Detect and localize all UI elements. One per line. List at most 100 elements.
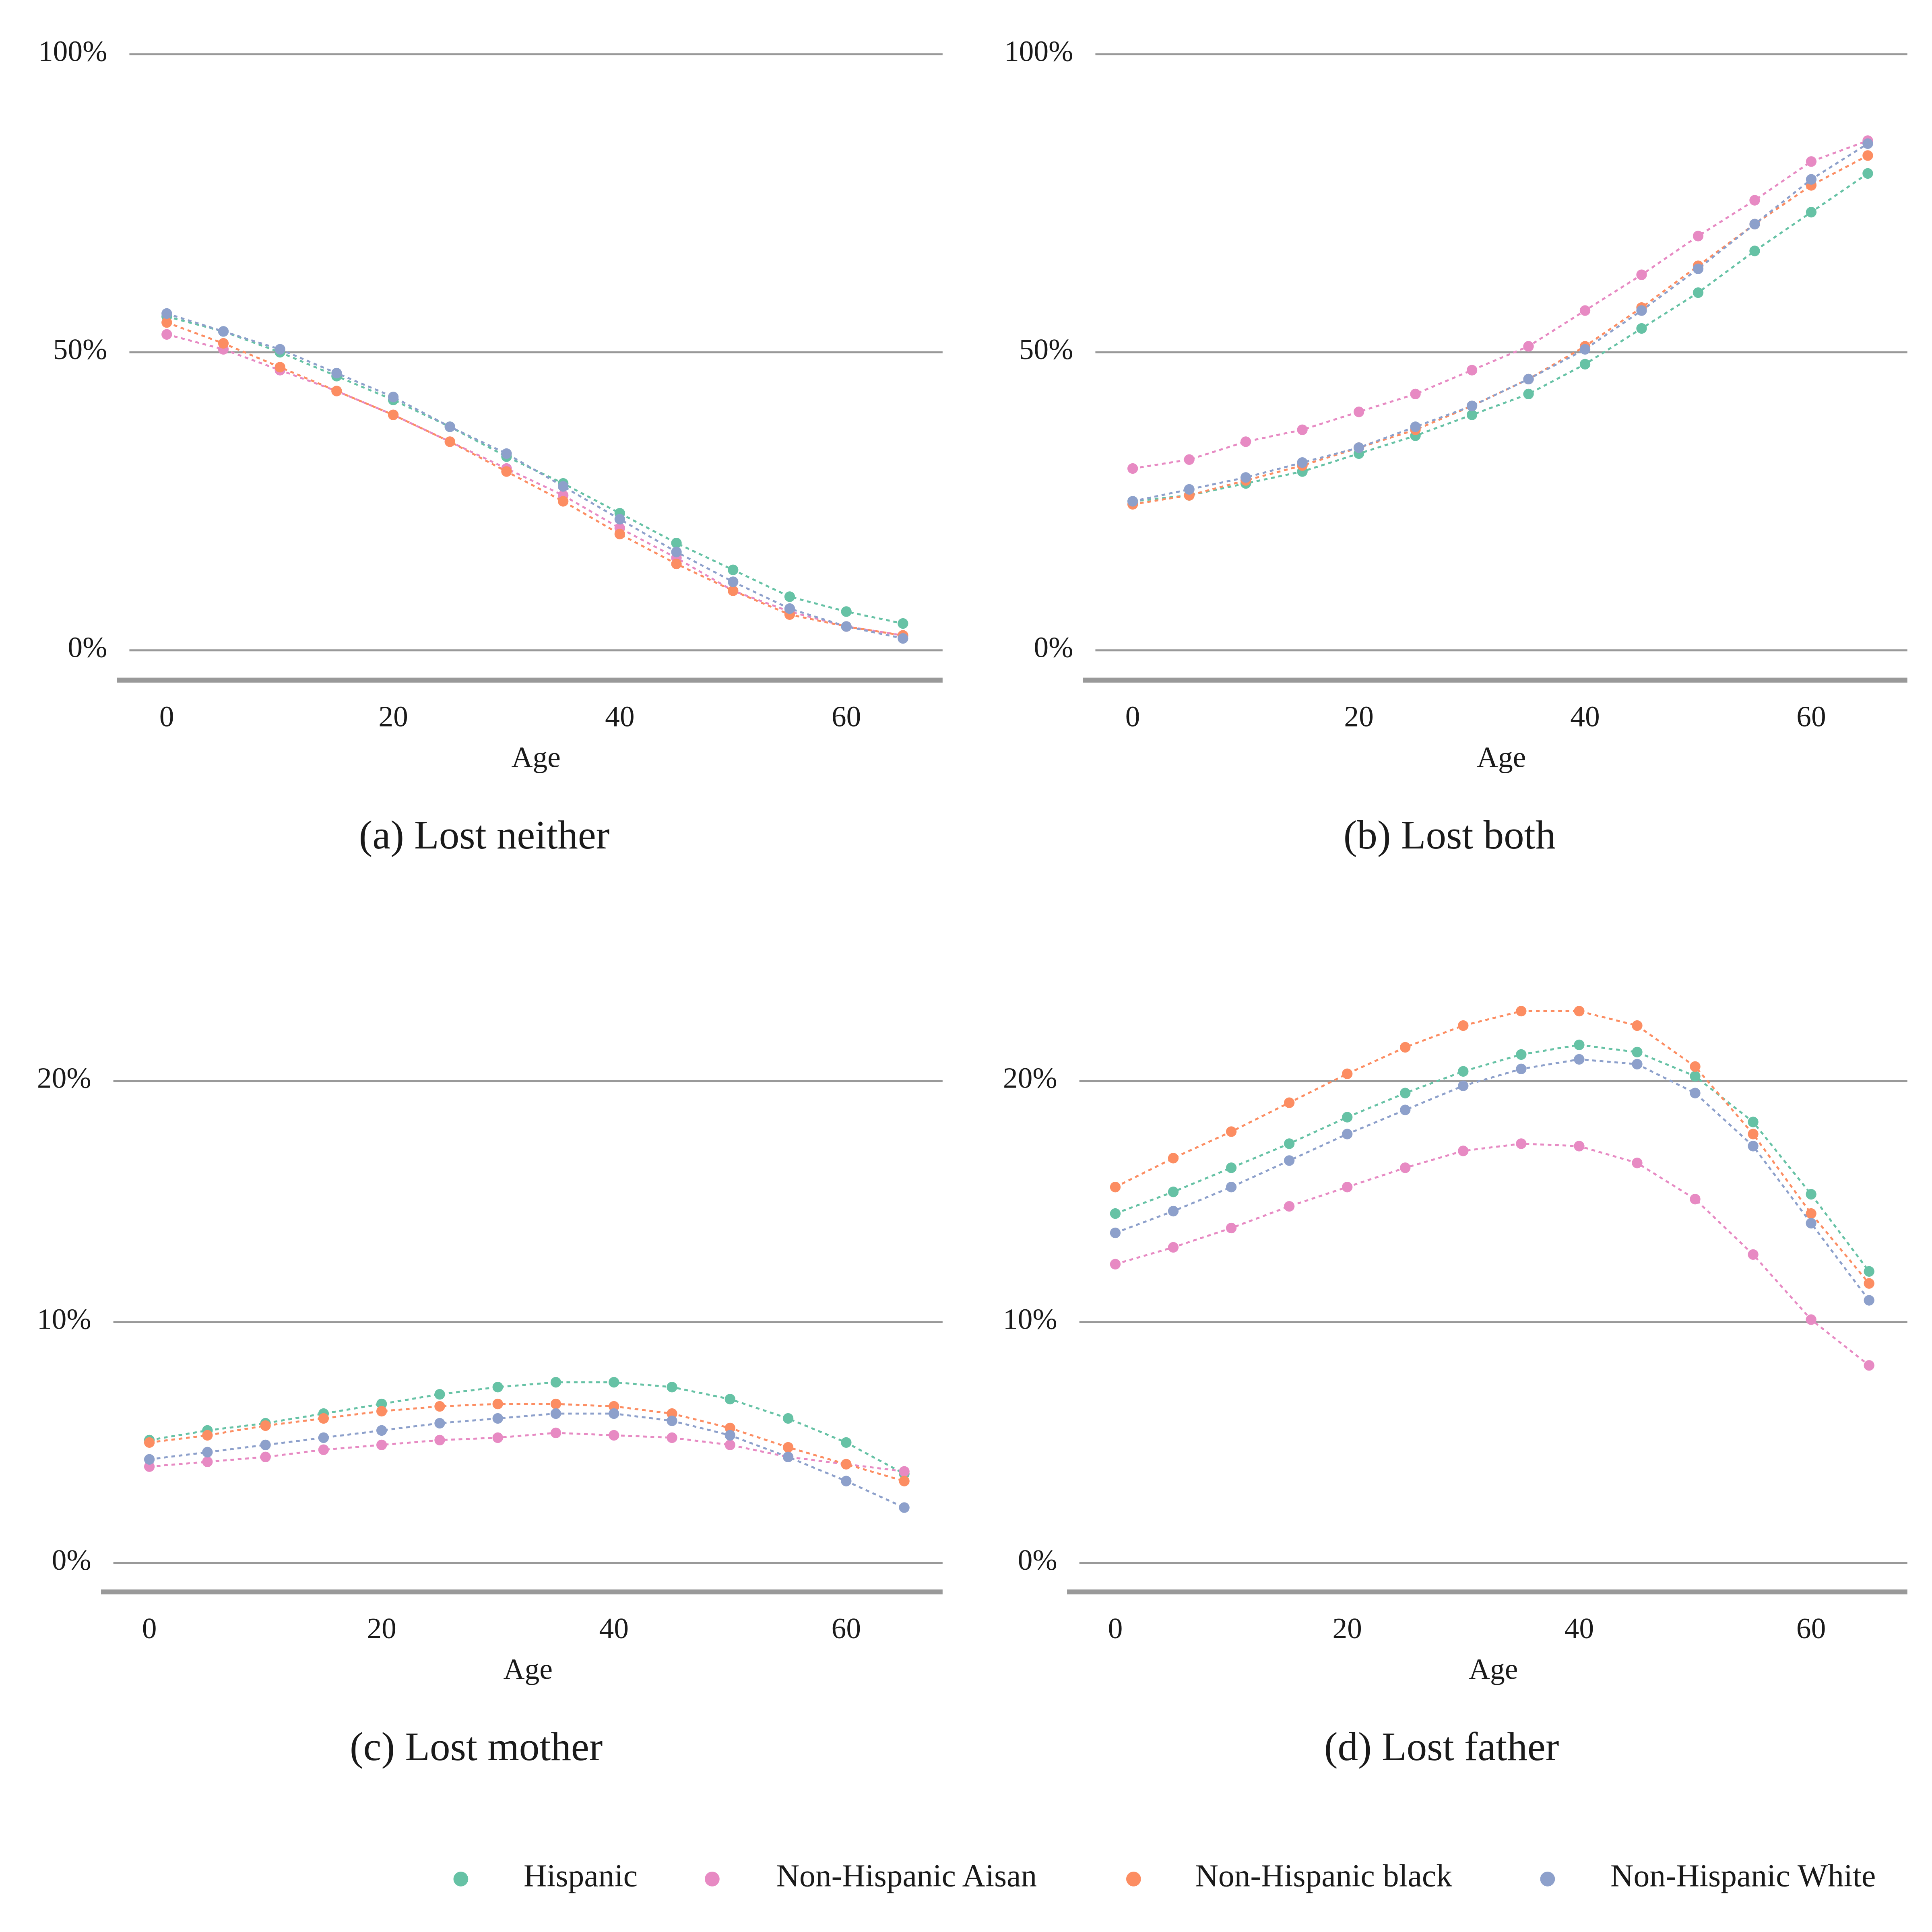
- data-point: [899, 1476, 910, 1486]
- data-point: [728, 576, 739, 587]
- data-point: [1579, 344, 1591, 355]
- data-point: [1284, 1138, 1295, 1149]
- trend-line: [1115, 1058, 1870, 1301]
- x-tick-label: 20: [378, 700, 408, 733]
- data-point: [1806, 1218, 1816, 1229]
- data-point: [318, 1413, 329, 1424]
- data-point: [1110, 1227, 1121, 1238]
- x-tick-label: 40: [605, 700, 634, 733]
- data-point: [1226, 1162, 1237, 1173]
- chart-caption: (c) Lost mother: [350, 1724, 603, 1769]
- data-point: [784, 603, 795, 614]
- legend-marker: [1126, 1872, 1141, 1887]
- data-point: [1168, 1205, 1179, 1217]
- data-point: [899, 1466, 910, 1477]
- data-point: [782, 1451, 794, 1462]
- data-point: [1458, 1066, 1469, 1077]
- data-point: [376, 1406, 387, 1417]
- trend-line: [1132, 172, 1868, 502]
- data-point: [161, 317, 172, 328]
- data-point: [609, 1377, 619, 1388]
- y-tick-label: 10%: [37, 1302, 91, 1335]
- data-point: [558, 481, 569, 492]
- data-point: [667, 1382, 677, 1393]
- legend-label: Non-Hispanic White: [1610, 1858, 1876, 1894]
- x-tick-label: 40: [1570, 700, 1600, 733]
- trend-line: [1115, 1142, 1870, 1366]
- data-point: [841, 1437, 852, 1448]
- data-point: [1226, 1126, 1237, 1137]
- data-point: [1110, 1259, 1121, 1269]
- data-point: [1749, 246, 1760, 256]
- trend-line: [166, 312, 903, 640]
- data-point: [1806, 1208, 1816, 1219]
- data-point: [1864, 1360, 1874, 1371]
- data-point: [1862, 138, 1873, 149]
- data-point: [671, 547, 682, 557]
- data-point: [1342, 1182, 1353, 1193]
- data-point: [558, 496, 569, 507]
- data-point: [1806, 174, 1817, 185]
- data-point: [202, 1430, 213, 1441]
- x-tick-label: 20: [367, 1612, 396, 1645]
- data-point: [609, 1408, 619, 1419]
- data-point: [1168, 1187, 1179, 1197]
- data-point: [1458, 1146, 1469, 1156]
- data-point: [724, 1430, 735, 1441]
- data-point: [1690, 1071, 1701, 1082]
- data-point: [671, 558, 682, 570]
- data-point: [667, 1415, 677, 1426]
- data-point: [1693, 263, 1704, 275]
- data-point: [1284, 1201, 1295, 1212]
- data-point: [1516, 1063, 1527, 1075]
- data-point: [1862, 168, 1873, 179]
- x-tick-label: 20: [1332, 1612, 1362, 1645]
- data-point: [1636, 305, 1647, 316]
- data-point: [1748, 1141, 1759, 1152]
- data-point: [1342, 1129, 1353, 1139]
- data-point: [550, 1398, 561, 1410]
- data-point: [1636, 269, 1647, 280]
- data-point: [1226, 1222, 1237, 1234]
- trend-line: [149, 1412, 905, 1509]
- data-point: [614, 528, 625, 540]
- legend-label: Hispanic: [524, 1858, 638, 1894]
- data-point: [1806, 1314, 1816, 1325]
- y-tick-label: 100%: [38, 35, 107, 68]
- x-tick-label: 0: [1125, 700, 1140, 733]
- data-point: [331, 386, 342, 396]
- trend-line: [1132, 140, 1868, 470]
- x-tick-label: 0: [1108, 1612, 1123, 1645]
- data-point: [260, 1439, 271, 1451]
- legend-label: Non-Hispanic Aisan: [776, 1858, 1037, 1894]
- data-point: [434, 1435, 445, 1446]
- y-tick-label: 50%: [1019, 333, 1073, 365]
- data-point: [331, 367, 342, 379]
- data-point: [492, 1398, 503, 1410]
- trend-line: [166, 333, 903, 637]
- data-point: [1458, 1080, 1469, 1091]
- data-point: [1466, 409, 1478, 420]
- data-point: [841, 606, 852, 617]
- x-tick-label: 40: [1565, 1612, 1594, 1645]
- data-point: [1523, 341, 1534, 352]
- x-tick-label: 0: [159, 700, 174, 733]
- data-point: [492, 1432, 503, 1443]
- data-point: [841, 1476, 852, 1486]
- y-tick-label: 0%: [1018, 1544, 1057, 1576]
- data-point: [841, 1459, 852, 1470]
- x-tick-label: 60: [832, 1612, 861, 1645]
- legend-label: Non-Hispanic black: [1195, 1858, 1452, 1894]
- data-point: [1516, 1005, 1527, 1017]
- data-point: [1410, 421, 1421, 432]
- x-axis-label: Age: [1477, 741, 1526, 774]
- data-point: [434, 1418, 445, 1429]
- data-point: [144, 1454, 155, 1465]
- data-point: [728, 564, 739, 575]
- data-point: [1748, 1117, 1759, 1127]
- data-point: [1400, 1042, 1411, 1053]
- data-point: [782, 1442, 794, 1453]
- data-point: [1862, 150, 1873, 161]
- data-point: [724, 1393, 735, 1405]
- data-point: [1240, 436, 1251, 447]
